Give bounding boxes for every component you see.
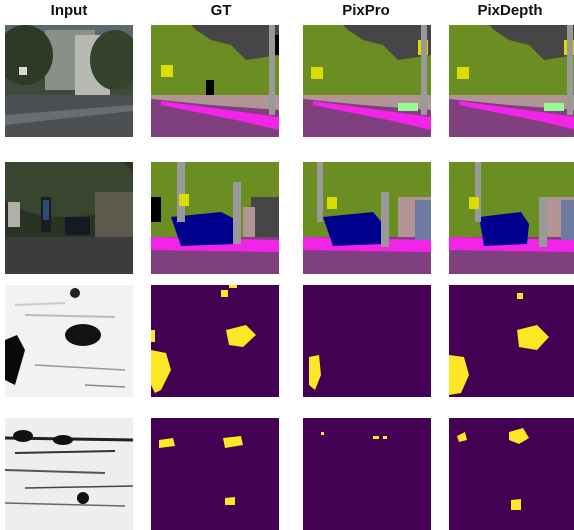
row2-pixpro-segmentation (303, 162, 431, 274)
column-header-pixpro: PixPro (342, 2, 390, 19)
row3-input-image (5, 285, 133, 397)
row2-gt-segmentation (151, 162, 279, 274)
row3-pixpro-mask (303, 285, 431, 397)
row2-pixdepth-segmentation (449, 162, 574, 274)
row1-gt-segmentation (151, 25, 279, 137)
row4-input-image (5, 418, 133, 530)
row2-input-image (5, 162, 133, 274)
row1-pixdepth-segmentation (449, 25, 574, 137)
row4-pixdepth-mask (449, 418, 574, 530)
column-header-gt: GT (210, 2, 232, 19)
column-header-pixdepth: PixDepth (477, 2, 543, 19)
row3-pixdepth-mask (449, 285, 574, 397)
row1-input-image (5, 25, 133, 137)
column-header-input: Input (50, 2, 88, 19)
row4-gt-mask (151, 418, 279, 530)
row1-pixpro-segmentation (303, 25, 431, 137)
row4-pixpro-mask (303, 418, 431, 530)
row3-gt-mask (151, 285, 279, 397)
